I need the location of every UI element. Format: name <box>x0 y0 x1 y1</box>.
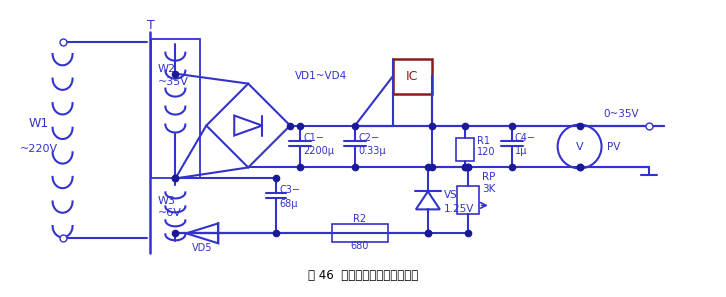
Text: 1μ: 1μ <box>515 146 527 157</box>
Text: VD5: VD5 <box>192 243 213 253</box>
Text: 68μ: 68μ <box>280 199 298 209</box>
Text: C3−: C3− <box>280 185 300 195</box>
Text: VS: VS <box>444 190 457 200</box>
Text: VD1~VD4: VD1~VD4 <box>295 71 347 81</box>
Text: ~6V: ~6V <box>158 208 182 218</box>
Text: 0.33μ: 0.33μ <box>358 146 386 157</box>
Text: IC: IC <box>407 69 419 83</box>
Text: W3: W3 <box>158 196 176 206</box>
Text: 2200μ: 2200μ <box>303 146 334 157</box>
Text: C1−: C1− <box>303 132 324 143</box>
Text: 3K: 3K <box>482 184 495 195</box>
Text: 图 46  可调直流稳压电源电路图: 图 46 可调直流稳压电源电路图 <box>308 269 418 282</box>
Text: C2−: C2− <box>358 132 379 143</box>
Text: 1.25V: 1.25V <box>444 204 474 214</box>
Text: W1: W1 <box>28 117 49 130</box>
Text: T: T <box>147 19 155 32</box>
Text: 120: 120 <box>477 148 495 157</box>
Text: 0~35V: 0~35V <box>604 109 640 119</box>
Text: 680: 680 <box>351 241 370 251</box>
FancyBboxPatch shape <box>393 59 432 94</box>
Text: V: V <box>576 141 584 151</box>
Text: C4−: C4− <box>515 132 536 143</box>
Text: ~35V: ~35V <box>158 77 188 87</box>
Bar <box>457 187 478 214</box>
Bar <box>332 224 388 242</box>
Text: ~220V: ~220V <box>20 143 57 154</box>
Text: R2: R2 <box>354 214 367 224</box>
Text: PV: PV <box>606 141 620 151</box>
Bar <box>456 138 474 162</box>
Text: RP: RP <box>482 173 495 182</box>
Text: R1: R1 <box>477 135 490 146</box>
Text: W2: W2 <box>158 64 176 74</box>
